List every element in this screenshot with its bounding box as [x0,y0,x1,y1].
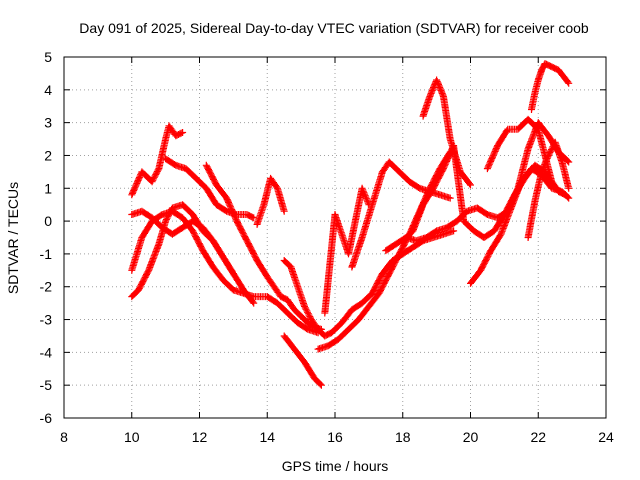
plot-frame [63,56,607,419]
y-tick-label: 5 [44,49,52,65]
y-tick-label: -4 [40,344,53,360]
series-markers [128,122,187,199]
y-axis-label: SDTVAR / TECUs [5,182,21,294]
y-tick-label: 3 [44,115,52,131]
series-sat-track-6 [128,207,322,337]
x-tick-label: 10 [124,429,140,445]
series-sat-track-4 [253,174,288,228]
y-tick-label: -1 [40,246,53,262]
series-sat-track-18 [528,60,573,113]
series-sat-track-19 [524,138,573,241]
y-tick-label: -5 [40,377,53,393]
series-markers [528,60,573,113]
x-tick-label: 24 [598,429,614,445]
y-tick-label: -2 [40,279,53,295]
x-tick-label: 8 [60,429,68,445]
x-tick-label: 14 [259,429,275,445]
series-markers [524,138,573,241]
y-tick-label: 0 [44,213,52,229]
data-series [128,60,573,389]
series-markers [483,115,569,199]
y-tick-label: 4 [44,82,52,98]
y-tick-label: -6 [40,410,53,426]
series-sat-track-11 [321,184,373,317]
chart-title: Day 091 of 2025, Sidereal Day-to-day VTE… [79,20,589,36]
series-markers [253,174,288,228]
series-sat-track-17 [483,115,569,199]
series-sat-track-3 [202,161,325,333]
x-tick-label: 12 [192,429,208,445]
series-markers [202,161,325,333]
y-tick-label: 1 [44,180,52,196]
series-sat-track-9 [280,332,325,389]
x-tick-label: 22 [530,429,546,445]
series-sat-track-7 [128,207,237,278]
x-tick-label: 16 [327,429,343,445]
x-tick-label: 18 [395,429,411,445]
series-markers [321,184,373,317]
series-markers [128,207,322,337]
y-tick-label: -3 [40,312,53,328]
y-tick-label: 2 [44,147,52,163]
series-sat-track-1 [128,122,187,199]
series-markers [128,207,237,278]
x-tick-label: 20 [463,429,479,445]
series-markers [280,332,325,389]
x-axis-label: GPS time / hours [282,458,389,474]
